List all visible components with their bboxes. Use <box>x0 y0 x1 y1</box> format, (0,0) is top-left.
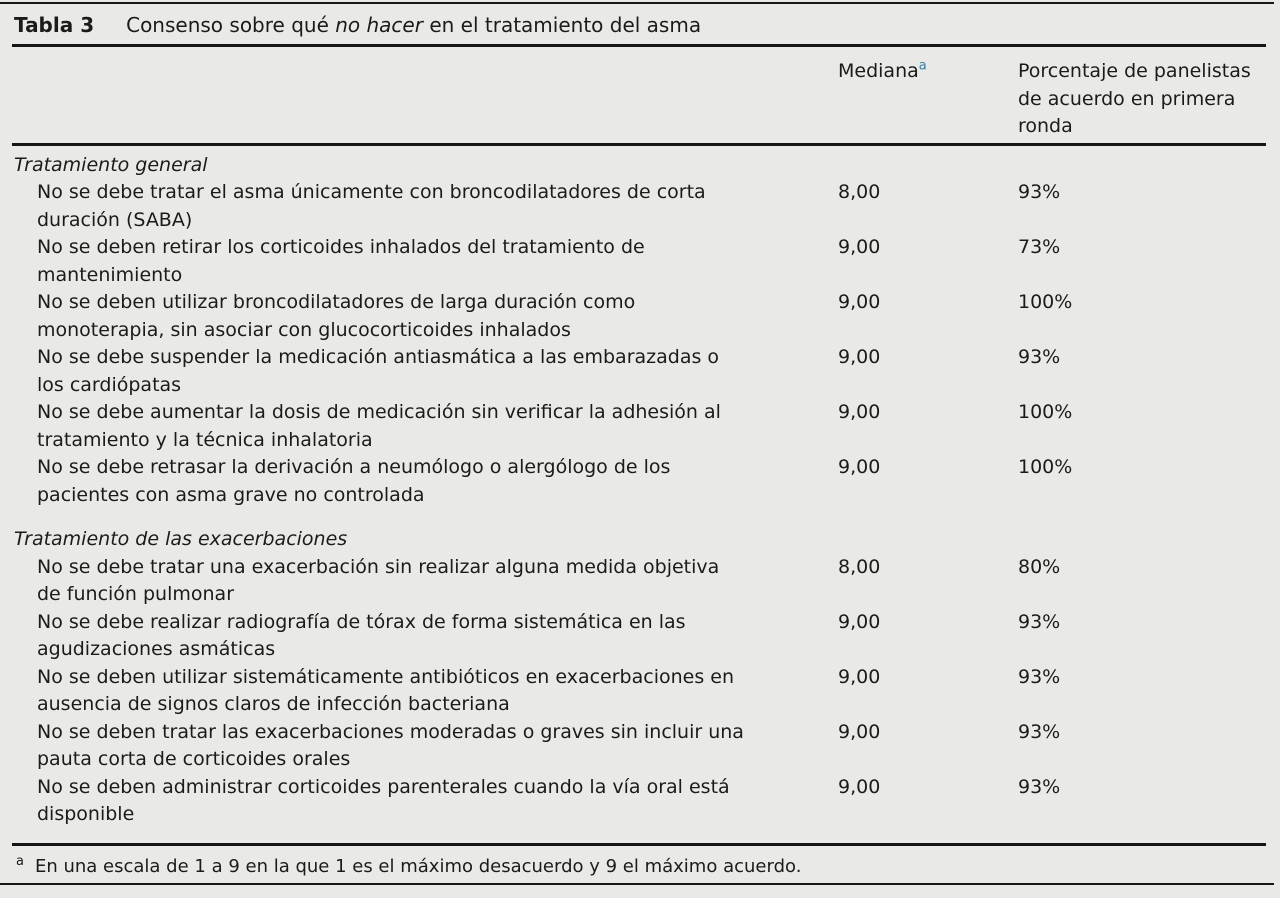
table-row: No se deben utilizar sistemáticamente an… <box>12 664 1266 719</box>
table-footnote: a En una escala de 1 a 9 en la que 1 es e… <box>12 846 1266 879</box>
table-label: Tabla 3 <box>14 13 95 37</box>
col-header-mediana-label: Mediana <box>838 60 919 82</box>
statement-cell: No se debe tratar una exacerbación sin r… <box>37 555 720 606</box>
table-row: No se debe suspender la medicación antia… <box>12 344 1266 399</box>
section-header-row: Tratamiento general <box>12 144 1266 179</box>
col-header-mediana: Medianaa <box>838 47 1018 146</box>
table-title-prefix: Consenso sobre qué <box>126 13 336 37</box>
col-header-statement <box>12 47 838 146</box>
statement-cell: No se deben retirar los corticoides inha… <box>37 236 645 286</box>
table-outer-top-rule <box>0 2 1274 4</box>
table-row: No se debe aumentar la dosis de medicaci… <box>12 399 1266 454</box>
porcentaje-cell: 100% <box>1018 456 1073 478</box>
porcentaje-cell: 80% <box>1018 555 1061 578</box>
statement-cell: No se deben administrar corticoides pare… <box>37 775 730 826</box>
table-caption: Tabla 3 Consenso sobre qué no hacer en el… <box>12 4 1266 44</box>
table-header-row: Medianaa Porcentaje de panelistas de acu… <box>12 47 1266 146</box>
consensus-table: Medianaa Porcentaje de panelistas de acu… <box>12 47 1266 843</box>
table-row: No se debe tratar una exacerbación sin r… <box>12 554 1266 609</box>
statement-cell: No se debe tratar el asma únicamente con… <box>37 181 706 231</box>
footnote-text: En una escala de 1 a 9 en la que 1 es el… <box>34 855 802 877</box>
mediana-cell: 9,00 <box>838 720 881 743</box>
porcentaje-cell: 93% <box>1018 181 1061 203</box>
table-title: Consenso sobre qué no hacer en el tratam… <box>126 13 701 37</box>
statement-cell: No se debe suspender la medicación antia… <box>37 346 720 396</box>
porcentaje-cell: 93% <box>1018 610 1061 633</box>
table-row: No se debe realizar radiografía de tórax… <box>12 609 1266 664</box>
porcentaje-cell: 93% <box>1018 665 1061 688</box>
table-title-italic: no hacer <box>335 13 423 37</box>
mediana-cell: 9,00 <box>838 456 881 478</box>
table-row: No se deben administrar corticoides pare… <box>12 774 1266 843</box>
mediana-cell: 8,00 <box>838 555 881 578</box>
porcentaje-cell: 93% <box>1018 720 1061 743</box>
section-header: Tratamiento de las exacerbaciones <box>14 528 348 550</box>
table-outer-bottom-rule <box>0 883 1274 885</box>
mediana-cell: 9,00 <box>838 236 881 258</box>
col-header-porcentaje: Porcentaje de panelistas de acuerdo en p… <box>1018 47 1266 146</box>
mediana-cell: 9,00 <box>838 610 881 633</box>
mediana-cell: 9,00 <box>838 346 881 368</box>
statement-cell: No se deben tratar las exacerbaciones mo… <box>37 720 744 771</box>
table-row: No se debe retrasar la derivación a neum… <box>12 454 1266 509</box>
porcentaje-cell: 100% <box>1018 401 1073 423</box>
statement-cell: No se debe realizar radiografía de tórax… <box>37 610 686 661</box>
table-row: No se debe tratar el asma únicamente con… <box>12 179 1266 234</box>
table-row: No se deben utilizar broncodilatadores d… <box>12 289 1266 344</box>
mediana-cell: 9,00 <box>838 665 881 688</box>
porcentaje-cell: 93% <box>1018 346 1061 368</box>
mediana-cell: 9,00 <box>838 291 881 313</box>
statement-cell: No se debe aumentar la dosis de medicaci… <box>37 401 721 451</box>
mediana-cell: 8,00 <box>838 181 881 203</box>
mediana-cell: 9,00 <box>838 775 881 798</box>
footnote-top-rule <box>12 842 1266 846</box>
porcentaje-cell: 100% <box>1018 291 1073 313</box>
caption-bottom-rule <box>12 44 1266 47</box>
section-header: Tratamiento general <box>14 153 208 176</box>
footnote-marker: a <box>16 853 24 869</box>
table-row: No se deben retirar los corticoides inha… <box>12 234 1266 289</box>
porcentaje-cell: 73% <box>1018 236 1061 258</box>
table-row: No se deben tratar las exacerbaciones mo… <box>12 719 1266 774</box>
statement-cell: No se debe retrasar la derivación a neum… <box>37 456 671 506</box>
table-title-suffix: en el tratamiento del asma <box>422 13 702 37</box>
statement-cell: No se deben utilizar sistemáticamente an… <box>37 665 735 716</box>
statement-cell: No se deben utilizar broncodilatadores d… <box>37 291 636 341</box>
table-content: Tabla 3 Consenso sobre qué no hacer en el… <box>12 4 1266 879</box>
footnote-marker-ref: a <box>918 58 927 74</box>
porcentaje-cell: 93% <box>1018 775 1061 798</box>
section-header-row: Tratamiento de las exacerbaciones <box>12 509 1266 554</box>
mediana-cell: 9,00 <box>838 401 881 423</box>
